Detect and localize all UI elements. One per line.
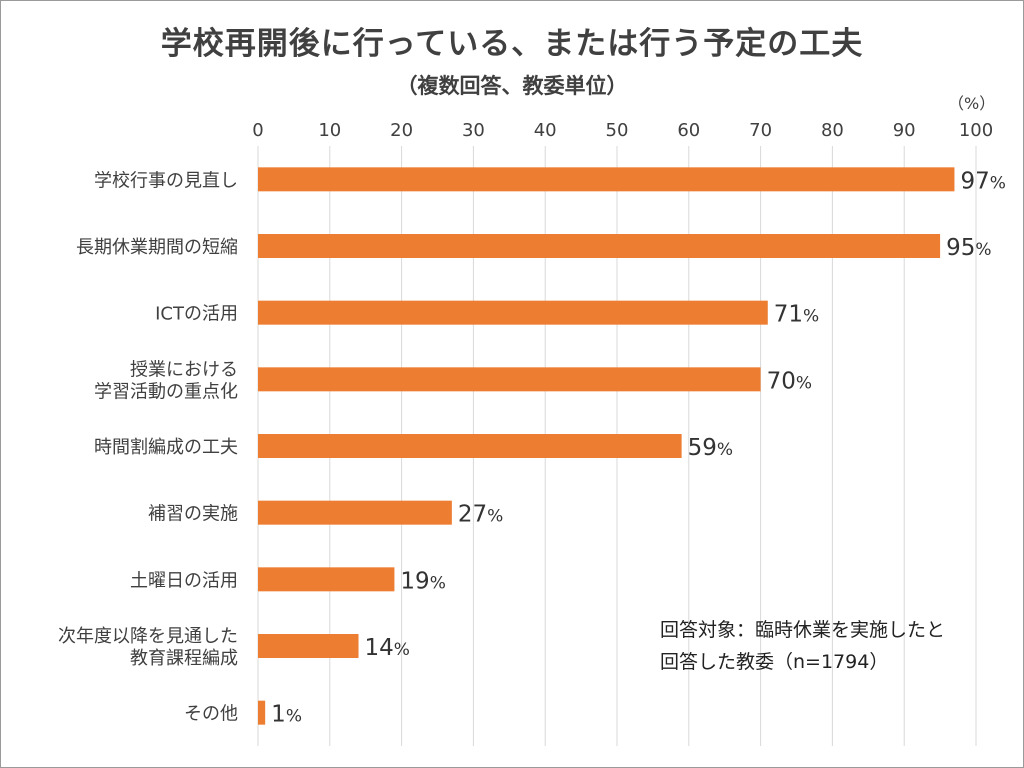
data-label: 95%: [946, 235, 991, 261]
category-label: ICTの活用: [155, 304, 238, 325]
x-tick-label: 70: [749, 120, 772, 141]
bar: [258, 234, 941, 258]
data-label: 27%: [458, 502, 503, 528]
x-tick-label: 60: [677, 120, 700, 141]
x-tick-label: 30: [462, 120, 485, 141]
bar: [258, 634, 359, 658]
x-tick-label: 50: [606, 120, 629, 141]
data-label: 97%: [960, 168, 1005, 194]
data-label: 14%: [365, 635, 410, 661]
category-label: 学校行事の見直し: [94, 170, 238, 191]
bar: [258, 167, 955, 192]
data-label: 59%: [688, 435, 733, 461]
bar: [258, 500, 452, 525]
chart-title: 学校再開後に行っている、または行う予定の工夫: [160, 26, 864, 62]
data-label: 19%: [400, 568, 445, 594]
x-tick-label: 90: [893, 120, 916, 141]
bar: [258, 367, 761, 392]
category-label: 授業における学習活動の重点化: [94, 359, 238, 402]
data-label: 1%: [271, 702, 302, 728]
bar: [258, 700, 266, 725]
x-tick-label: 0: [252, 120, 263, 141]
x-tick-label: 100: [959, 120, 993, 141]
category-label: 長期休業期間の短縮: [76, 237, 238, 258]
respondent-note-line: 回答対象：臨時休業を実施したと: [660, 619, 946, 641]
category-label: 補習の実施: [148, 504, 238, 525]
data-label: 70%: [767, 368, 812, 394]
category-label: 土曜日の活用: [130, 570, 238, 591]
x-tick-label: 20: [390, 120, 413, 141]
data-label: 71%: [774, 302, 819, 328]
bar: [258, 567, 395, 592]
respondent-note: 回答対象：臨時休業を実施したと 回答した教委（n=1794）: [660, 614, 945, 678]
axis-unit-label: （%）: [948, 94, 996, 113]
category-label: 時間割編成の工夫: [94, 437, 238, 458]
bar: [258, 434, 682, 458]
respondent-note-line: 回答した教委（n=1794）: [660, 651, 889, 673]
x-tick-label: 10: [318, 120, 341, 141]
category-label: 次年度以降を見通した教育課程編成: [58, 626, 238, 669]
chart-subtitle: （複数回答、教委単位）: [396, 74, 628, 98]
bar: [258, 300, 768, 325]
x-tick-label: 80: [821, 120, 844, 141]
x-tick-label: 40: [534, 120, 557, 141]
category-label: その他: [184, 704, 238, 725]
